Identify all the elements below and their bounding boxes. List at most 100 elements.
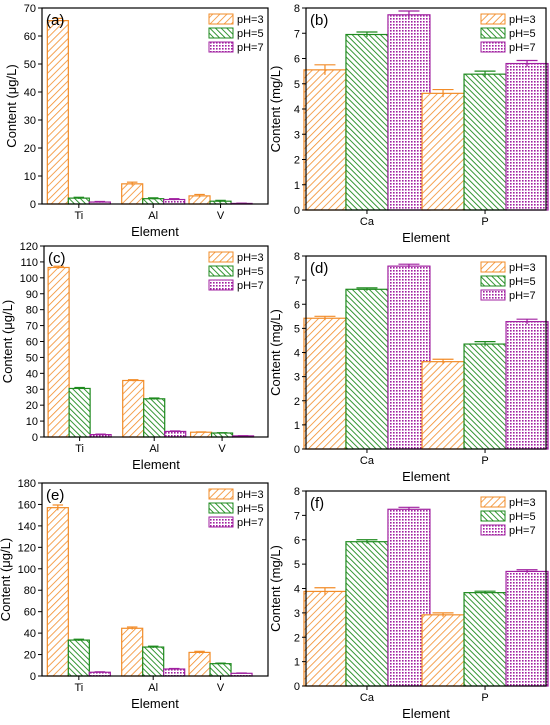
bar-e-Ti-pH=3 [46,507,69,677]
panel-label: (b) [310,12,328,29]
bar-e-Al-pH=7 [163,668,186,677]
y-tick-label: 30 [24,115,36,127]
bar-c-V-pH=3 [189,431,213,438]
y-tick-label: 70 [24,3,36,15]
y-tick-label: 180 [18,478,36,490]
y-tick-label: 2 [294,155,300,167]
y-tick-label: 6 [294,54,300,66]
y-tick-label: 10 [24,171,36,183]
y-tick-label: 90 [26,289,38,301]
x-tick-label: P [481,216,488,228]
y-tick-label: 7 [294,28,300,40]
legend-label: pH=7 [237,280,264,292]
legend-swatch [480,27,506,39]
x-tick-label: P [481,455,488,467]
y-tick-label: 6 [294,299,300,311]
y-tick-label: 5 [294,79,300,91]
legend-swatch [480,13,506,25]
bar-a-Ti-pH=3 [46,20,69,205]
y-tick-label: 10 [26,416,38,428]
bar-b-P-pH=5 [463,73,507,211]
bar-d-P-pH=5 [463,343,507,450]
legend-swatch [480,510,506,522]
bar-b-P-pH=3 [421,92,465,211]
bar-e-Al-pH=5 [142,646,165,677]
legend-label: pH=5 [509,28,536,40]
legend-label: pH=5 [237,503,264,515]
y-tick-label: 40 [26,368,38,380]
legend-swatch [208,279,234,291]
legend-label: pH=3 [237,14,264,26]
x-axis-label: Element [132,457,180,472]
y-tick-label: 0 [32,432,38,444]
legend-swatch [480,275,506,287]
legend-label: pH=7 [509,42,536,54]
bar-e-V-pH=5 [209,663,232,677]
panel-label: (e) [46,487,64,504]
y-tick-label: 8 [294,251,300,263]
legend-swatch [480,496,506,508]
x-tick-label: Ti [74,210,83,222]
y-tick-label: 8 [294,486,300,498]
legend-label: pH=3 [237,489,264,501]
y-tick-label: 20 [24,143,36,155]
bar-f-P-pH=7 [505,570,549,687]
legend-label: pH=7 [237,517,264,529]
y-tick-label: 6 [294,535,300,547]
y-axis-label: Content (μg/L) [0,300,15,383]
x-tick-label: Ti [75,443,84,455]
y-tick-label: 3 [294,608,300,620]
bar-c-Al-pH=5 [143,398,166,438]
legend-swatch [480,524,506,536]
chart-panel-b: Ca P 0 1 2 3 4 5 6 7 8 Element Content (mg/L) (b) pH=3… [268,3,549,245]
y-tick-label: 5 [294,323,300,335]
y-tick-label: 120 [18,542,36,554]
x-axis-label: Element [402,469,450,484]
y-tick-label: 50 [26,352,38,364]
legend-label: pH=7 [509,525,536,537]
x-tick-label: P [481,692,488,704]
chart-panel-e: Ti Al V 0 20 40 60 80 100 120 140 160 180 Element Cont… [0,478,269,711]
y-tick-label: 3 [294,129,300,141]
y-tick-label: 7 [294,275,300,287]
bar-b-Ca-pH=3 [303,69,347,211]
bar-b-P-pH=7 [505,62,549,211]
chart-panel-f: Ca P 0 1 2 3 4 5 6 7 8 Element Content (mg/L) (f) pH=3… [268,486,549,721]
bar-e-Al-pH=3 [121,627,144,677]
y-tick-label: 100 [20,273,38,285]
x-axis-label: Element [402,706,450,721]
bar-c-Al-pH=3 [122,379,145,438]
bar-d-P-pH=7 [505,321,549,450]
panel-label: (f) [310,495,324,512]
y-tick-label: 50 [24,59,36,71]
legend-label: pH=5 [237,266,264,278]
legend-label: pH=3 [237,252,264,264]
legend-swatch [480,289,506,301]
y-tick-label: 80 [26,305,38,317]
legend-swatch [208,41,234,53]
y-tick-label: 0 [294,205,300,217]
legend-swatch [480,41,506,53]
y-axis-label: Content (mg/L) [268,66,283,153]
x-tick-label: Ti [74,682,83,694]
y-tick-label: 0 [294,444,300,456]
bar-e-Ti-pH=5 [67,639,90,677]
y-tick-label: 0 [30,199,36,211]
legend-swatch [208,265,234,277]
x-tick-label: Ca [360,692,375,704]
y-tick-label: 1 [294,657,300,669]
y-axis-label: Content (mg/L) [268,309,283,396]
bar-b-Ca-pH=5 [345,33,389,211]
bar-f-P-pH=5 [463,592,507,687]
y-tick-label: 40 [24,87,36,99]
y-tick-label: 140 [18,521,36,533]
legend-swatch [208,27,234,39]
y-tick-label: 3 [294,372,300,384]
y-axis-label: Content (mg/L) [268,545,283,632]
legend-label: pH=5 [509,276,536,288]
y-tick-label: 5 [294,559,300,571]
y-tick-label: 70 [26,321,38,333]
legend-label: pH=3 [509,14,536,26]
panel-label: (d) [310,260,328,277]
